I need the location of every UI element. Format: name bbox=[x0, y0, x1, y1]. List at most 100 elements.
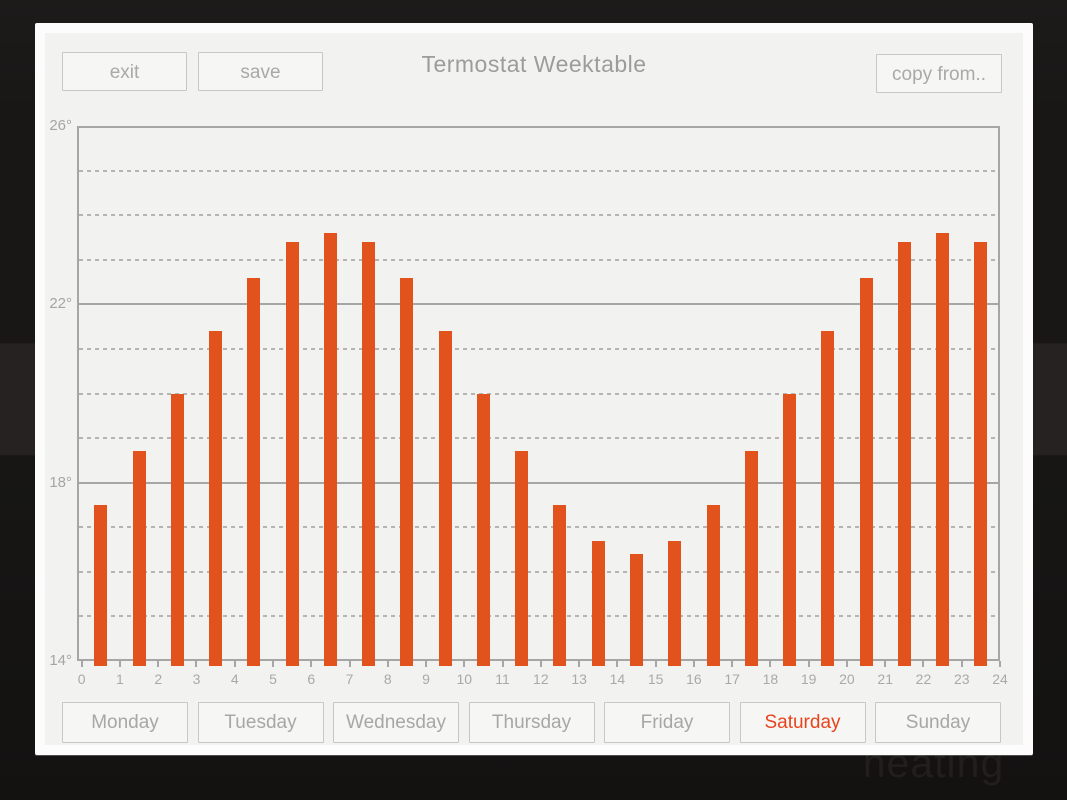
x-axis-tick-11 bbox=[501, 661, 504, 667]
gridline-dashed-24 bbox=[79, 214, 998, 217]
x-axis-tick-13 bbox=[578, 661, 581, 667]
x-axis-label-18: 18 bbox=[762, 671, 779, 687]
x-axis-label-7: 7 bbox=[345, 671, 354, 687]
y-axis-label-22: 22° bbox=[49, 295, 72, 313]
day-tab-sunday[interactable]: Sunday bbox=[875, 702, 1001, 743]
x-axis-label-2: 2 bbox=[154, 671, 163, 687]
gridline-dashed-21 bbox=[79, 347, 998, 350]
gridline-dashed-20 bbox=[79, 392, 998, 395]
temp-bar-hour-2[interactable] bbox=[170, 393, 184, 666]
temp-bar-hour-18[interactable] bbox=[783, 393, 797, 666]
x-axis-tick-24 bbox=[999, 661, 1001, 667]
thermostat-weektable-window: exit save Termostat Weektable copy from.… bbox=[35, 23, 1033, 755]
exit-button[interactable]: exit bbox=[62, 52, 187, 91]
temp-bar-hour-11[interactable] bbox=[515, 451, 529, 666]
x-axis-label-24: 24 bbox=[992, 671, 1008, 687]
day-tab-tuesday[interactable]: Tuesday bbox=[197, 702, 324, 743]
temp-bar-hour-4[interactable] bbox=[247, 277, 261, 666]
x-axis-label-17: 17 bbox=[724, 671, 740, 687]
gridline-solid-22 bbox=[79, 303, 998, 306]
weektable-chart-plot-area bbox=[77, 126, 1000, 661]
temp-bar-hour-8[interactable] bbox=[400, 277, 414, 666]
temp-bar-hour-15[interactable] bbox=[668, 540, 682, 666]
save-button[interactable]: save bbox=[198, 52, 323, 91]
x-axis-tick-2 bbox=[157, 661, 160, 667]
temp-bar-hour-6[interactable] bbox=[323, 233, 337, 666]
x-axis-tick-15 bbox=[654, 661, 657, 667]
temp-bar-hour-7[interactable] bbox=[362, 241, 376, 666]
temp-bar-hour-0[interactable] bbox=[94, 504, 108, 666]
x-axis-label-16: 16 bbox=[686, 671, 702, 687]
x-axis-label-19: 19 bbox=[800, 671, 817, 687]
temp-bar-hour-13[interactable] bbox=[591, 540, 605, 666]
x-axis-label-1: 1 bbox=[116, 671, 124, 687]
x-axis-label-8: 8 bbox=[383, 671, 392, 687]
x-axis-label-15: 15 bbox=[647, 671, 664, 687]
y-axis-label-18: 18° bbox=[49, 473, 72, 491]
gridline-solid-18 bbox=[79, 481, 998, 484]
x-axis-label-4: 4 bbox=[230, 671, 239, 687]
day-tab-monday[interactable]: Monday bbox=[62, 702, 188, 743]
x-axis-label-20: 20 bbox=[839, 671, 855, 687]
x-axis-label-6: 6 bbox=[307, 671, 316, 687]
temp-bar-hour-5[interactable] bbox=[285, 241, 299, 666]
x-axis-tick-1 bbox=[118, 661, 121, 667]
x-axis-tick-19 bbox=[807, 661, 810, 667]
gridline-dashed-16 bbox=[79, 570, 998, 573]
x-axis-tick-17 bbox=[731, 661, 734, 667]
temp-bar-hour-12[interactable] bbox=[553, 504, 567, 666]
x-axis-tick-22 bbox=[922, 661, 925, 667]
temp-bar-hour-20[interactable] bbox=[859, 277, 873, 666]
x-axis-tick-7 bbox=[348, 661, 351, 667]
x-axis-tick-20 bbox=[845, 661, 848, 667]
gridline-dashed-19 bbox=[79, 437, 998, 440]
temp-bar-hour-17[interactable] bbox=[744, 451, 758, 666]
x-axis-tick-4 bbox=[233, 661, 236, 667]
y-axis-label-14: 14° bbox=[49, 652, 72, 669]
page-title: Termostat Weektable bbox=[421, 51, 647, 77]
temp-bar-hour-14[interactable] bbox=[630, 554, 643, 666]
temp-bar-hour-1[interactable] bbox=[132, 451, 146, 666]
y-axis-label-26: 26° bbox=[49, 117, 72, 134]
x-axis-label-3: 3 bbox=[192, 671, 201, 687]
x-axis-label-22: 22 bbox=[915, 671, 932, 687]
x-axis-tick-23 bbox=[960, 661, 963, 667]
x-axis-tick-8 bbox=[386, 661, 389, 667]
temp-bar-hour-3[interactable] bbox=[209, 331, 223, 666]
gridline-dashed-17 bbox=[79, 526, 998, 529]
temp-bar-hour-9[interactable] bbox=[438, 331, 452, 666]
x-axis-label-9: 9 bbox=[422, 671, 430, 687]
x-axis-tick-0 bbox=[80, 661, 83, 667]
x-axis-label-11: 11 bbox=[495, 671, 510, 687]
temp-bar-hour-16[interactable] bbox=[706, 504, 720, 666]
x-axis-tick-12 bbox=[539, 661, 542, 667]
temp-bar-hour-23[interactable] bbox=[974, 241, 988, 666]
day-tab-saturday[interactable]: Saturday bbox=[739, 702, 866, 743]
x-axis-tick-18 bbox=[769, 661, 772, 667]
temp-bar-hour-19[interactable] bbox=[821, 331, 835, 666]
temp-bar-hour-22[interactable] bbox=[936, 233, 950, 666]
x-axis-tick-16 bbox=[692, 661, 695, 667]
x-axis-tick-3 bbox=[195, 661, 198, 667]
temp-bar-hour-21[interactable] bbox=[897, 241, 911, 666]
x-axis-tick-21 bbox=[884, 661, 887, 667]
x-axis-label-23: 23 bbox=[953, 671, 970, 687]
gridline-dashed-23 bbox=[79, 258, 998, 261]
x-axis-tick-9 bbox=[425, 661, 428, 667]
x-axis-label-5: 5 bbox=[269, 671, 277, 687]
x-axis-label-10: 10 bbox=[456, 671, 473, 687]
day-tabs-row: Monday Tuesday Wednesday Thursday Friday Satu… bbox=[62, 702, 1001, 743]
x-axis-tick-6 bbox=[310, 661, 313, 667]
x-axis-tick-14 bbox=[616, 661, 619, 667]
gridline-dashed-15 bbox=[79, 615, 998, 618]
day-tab-wednesday[interactable]: Wednesday bbox=[333, 702, 459, 743]
x-axis-label-0: 0 bbox=[77, 671, 86, 687]
copy-from-button[interactable]: copy from.. bbox=[876, 54, 1002, 93]
x-axis-tick-10 bbox=[463, 661, 466, 667]
x-axis-label-14: 14 bbox=[609, 671, 626, 687]
day-tab-thursday[interactable]: Thursday bbox=[468, 702, 595, 743]
x-axis-label-13: 13 bbox=[571, 671, 587, 687]
x-axis-tick-5 bbox=[272, 661, 274, 667]
day-tab-friday[interactable]: Friday bbox=[604, 702, 730, 743]
temp-bar-hour-10[interactable] bbox=[476, 393, 490, 666]
